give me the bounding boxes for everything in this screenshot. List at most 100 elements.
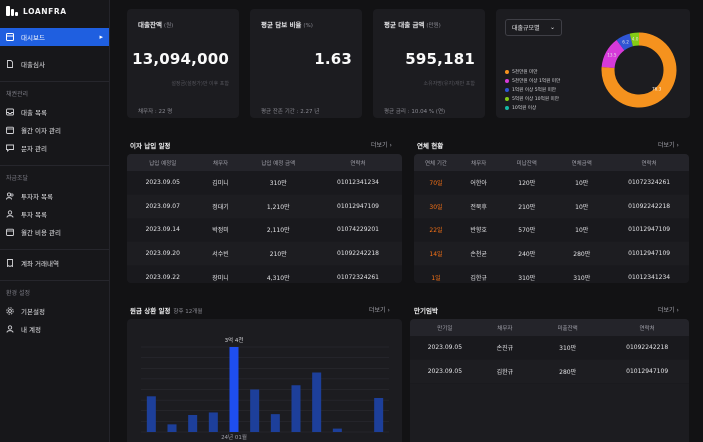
overdue-amount: 10만 xyxy=(554,171,610,196)
table-row[interactable]: 22일 반향호 570만 10만 01012947109 xyxy=(414,218,689,243)
column-header: 연체 기간 xyxy=(425,160,447,167)
column-header: 연체금액 xyxy=(571,160,592,167)
unpaid-balance: 240만 xyxy=(499,241,555,266)
amount: 4,310만 xyxy=(242,265,314,283)
phone: 01072324261 xyxy=(609,171,689,196)
interest-schedule-more-link[interactable]: 더보기 › xyxy=(371,142,392,149)
overdue-amount: 280만 xyxy=(554,241,610,266)
phone: 01074229201 xyxy=(314,218,402,243)
sidebar-section-settings: 환경 설정 xyxy=(6,289,30,297)
legend-dot xyxy=(505,69,509,74)
stat-unit: (원) xyxy=(163,23,174,29)
legend-dot xyxy=(505,87,509,92)
table-row[interactable]: 2023.09.05 김한규 280만 01012947109 xyxy=(410,359,689,384)
maturity-table-card: 만기일 채무자 미출잔액 연락처 2023.09.05 손진규 310만 010922… xyxy=(410,319,689,442)
bar[interactable] xyxy=(229,347,239,432)
legend-item: 5천만원 이상 1억원 미만 xyxy=(505,76,560,85)
sidebar-item-sms[interactable]: 문자 관리 xyxy=(0,139,109,157)
sidebar-item-loan-review[interactable]: 대출심사 xyxy=(0,55,109,73)
sidebar-item-monthly-cost[interactable]: 월간 비용 관리 xyxy=(0,223,109,241)
bar[interactable] xyxy=(312,372,322,433)
due-date: 2023.09.07 xyxy=(127,194,199,219)
sidebar-item-bank-transactions[interactable]: 계좌 거래내역 xyxy=(0,254,109,272)
stat-label: 평균 대출 금액 (만원) xyxy=(384,19,441,29)
bar[interactable] xyxy=(250,389,260,433)
table-row[interactable]: 2023.09.07 정대기 1,210만 01012947109 xyxy=(127,194,402,219)
bar[interactable] xyxy=(188,415,198,432)
overdue-more-link[interactable]: 더보기 › xyxy=(658,142,679,149)
bar[interactable] xyxy=(374,398,384,432)
column-header: 만기일 xyxy=(437,325,453,332)
inbox-icon xyxy=(6,108,14,116)
table-row[interactable]: 2023.09.22 장미니 4,310만 01072324261 xyxy=(127,265,402,283)
bar[interactable] xyxy=(270,414,280,432)
debtor: 장미니 xyxy=(198,265,243,283)
receipt-icon xyxy=(6,259,14,267)
distribution-select[interactable]: 대출규모별 ⌄ xyxy=(505,19,562,36)
sidebar-item-dashboard[interactable]: 대시보드 ▸ xyxy=(0,28,109,46)
overdue-amount: 10만 xyxy=(554,218,610,243)
stat-title: 평균 대출 금액 xyxy=(384,21,425,29)
bar[interactable] xyxy=(291,385,301,432)
stat-value: 13,094,000 xyxy=(132,50,229,68)
stat-footer: 평균 잔존 기간 : 2.27 년 xyxy=(261,109,320,115)
donut-slice xyxy=(601,39,625,69)
sidebar-item-loan-list[interactable]: 대출 목록 xyxy=(0,103,109,121)
bar[interactable] xyxy=(208,412,218,432)
phone: 01012947109 xyxy=(605,359,689,384)
sidebar-section-loans: 채권관리 xyxy=(6,90,29,98)
stat-card-avg-loan: 평균 대출 금액 (만원) 595,181 소유자명(유지)재만 포함 평균 금리… xyxy=(373,9,485,118)
table-row[interactable]: 1일 김한규 310만 310만 01012341234 xyxy=(414,265,689,283)
sidebar-item-label: 월간 이자 관리 xyxy=(21,127,62,135)
chevron-down-icon: ⌄ xyxy=(549,24,555,31)
sidebar-item-label: 기본설정 xyxy=(21,308,45,316)
legend-label: 5천만원 미만 xyxy=(512,69,538,75)
table-row[interactable]: 2023.09.14 박정미 2,110만 01074229201 xyxy=(127,218,402,243)
repayment-chart-card: 3억 4천 24년 01월 xyxy=(127,319,402,442)
distribution-donut-chart: 76.3 13.5 6.24.0 xyxy=(601,32,677,108)
table-row[interactable]: 2023.09.20 서수빈 210만 01092242218 xyxy=(127,241,402,266)
table-header-row: 납입 예정일 채무자 납입 예정 금액 연락처 xyxy=(127,154,402,171)
debtor: 손천균 xyxy=(458,241,500,266)
stat-card-collateral-ratio: 평균 담보 비율 (%) 1.63 평균 잔존 기간 : 2.27 년 xyxy=(250,9,362,118)
sidebar-section-funds: 자금조달 xyxy=(6,174,29,182)
user-icon xyxy=(6,325,14,333)
maturity-more-link[interactable]: 더보기 › xyxy=(658,307,679,314)
sidebar-item-my-account[interactable]: 내 계정 xyxy=(0,320,109,338)
repayment-bar-chart: 3억 4천 24년 01월 xyxy=(141,336,389,441)
calendar-icon xyxy=(6,228,14,236)
logo[interactable]: LOANFRA xyxy=(0,0,109,22)
legend-item: 5억원 이상 10억원 미만 xyxy=(505,95,560,104)
phone: 01012947109 xyxy=(609,218,689,243)
select-value: 대출규모별 xyxy=(512,25,540,32)
repayment-title-text: 원금 상환 일정 xyxy=(130,307,171,315)
table-row[interactable]: 30일 전북후 210만 10만 01092242218 xyxy=(414,194,689,219)
repayment-title: 원금 상환 일정 향후 12개월 xyxy=(130,305,202,315)
sidebar-item-investment-list[interactable]: 투자 목록 xyxy=(0,205,109,223)
phone: 01092242218 xyxy=(609,194,689,219)
bar[interactable] xyxy=(332,428,342,432)
amount: 2,110만 xyxy=(242,218,314,243)
table-row[interactable]: 14일 손천균 240만 280만 01012947109 xyxy=(414,241,689,266)
sidebar-item-basic-settings[interactable]: 기본설정 xyxy=(0,302,109,320)
overdue-table: 연체 기간 채무자 미납잔액 연체금액 연락처 70일 어한아 120만 10만 010… xyxy=(414,154,689,283)
table-row[interactable]: 2023.09.05 김미니 310만 01012341234 xyxy=(127,171,402,196)
sidebar-item-investor-list[interactable]: 투자자 목록 xyxy=(0,187,109,205)
peak-value-label: 3억 4천 xyxy=(225,336,244,344)
bar[interactable] xyxy=(167,424,177,432)
debtor: 손진규 xyxy=(479,336,530,361)
legend-dot xyxy=(505,97,509,102)
phone: 01012947109 xyxy=(609,241,689,266)
unpaid-balance: 210만 xyxy=(499,194,555,219)
bar[interactable] xyxy=(146,396,156,432)
sidebar-item-label: 대출 목록 xyxy=(21,109,47,117)
sidebar-item-monthly-interest[interactable]: 월간 이자 관리 xyxy=(0,121,109,139)
table-row[interactable]: 70일 어한아 120만 10만 01072324261 xyxy=(414,171,689,196)
maturity-date: 2023.09.05 xyxy=(410,359,480,384)
donut-slice xyxy=(629,32,640,47)
stat-footer: 채무자 : 22 명 xyxy=(138,109,173,115)
table-row[interactable]: 2023.09.05 손진규 310만 01092242218 xyxy=(410,336,689,361)
app-name: LOANFRA xyxy=(23,6,67,16)
repayment-more-link[interactable]: 더보기 › xyxy=(369,307,390,314)
sidebar: LOANFRA 대시보드 ▸ 대출심사 채권관리 대출 목록 xyxy=(0,0,110,442)
